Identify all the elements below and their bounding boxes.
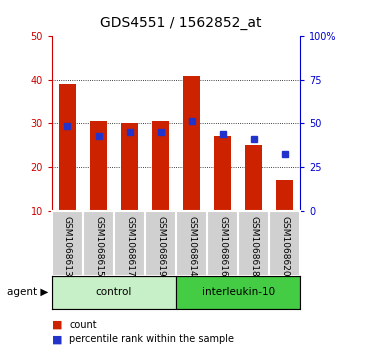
Text: GSM1068614: GSM1068614 [187,216,196,276]
Text: control: control [96,287,132,297]
Text: GDS4551 / 1562852_at: GDS4551 / 1562852_at [100,16,262,30]
Text: GSM1068620: GSM1068620 [280,216,289,276]
Text: GSM1068615: GSM1068615 [94,216,103,277]
Bar [52,276,176,309]
Bar [245,145,262,211]
Text: agent ▶: agent ▶ [7,287,48,297]
Text: GSM1068616: GSM1068616 [218,216,227,277]
Bar [90,121,107,211]
Bar [152,121,169,211]
Text: ■: ■ [52,320,62,330]
Bar [276,180,293,211]
Bar [176,276,300,309]
Bar [121,123,138,211]
Bar [183,76,200,211]
Bar [59,84,76,211]
Text: GSM1068619: GSM1068619 [156,216,165,277]
Text: ■: ■ [52,334,62,344]
Text: GSM1068613: GSM1068613 [63,216,72,277]
Text: interleukin-10: interleukin-10 [202,287,275,297]
Bar [214,136,231,211]
Text: percentile rank within the sample: percentile rank within the sample [69,334,234,344]
Text: GSM1068617: GSM1068617 [125,216,134,277]
Text: GSM1068618: GSM1068618 [249,216,258,277]
Text: count: count [69,320,97,330]
